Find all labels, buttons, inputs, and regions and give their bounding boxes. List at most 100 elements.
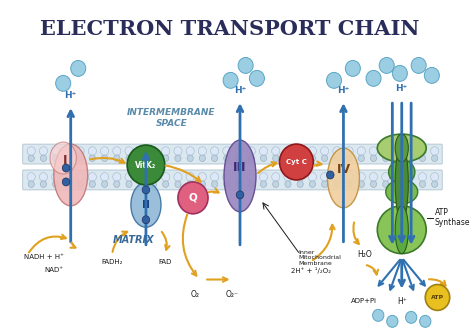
Circle shape — [138, 155, 145, 162]
Circle shape — [272, 173, 280, 181]
Text: ADP+Pi: ADP+Pi — [351, 299, 377, 305]
Circle shape — [419, 147, 427, 155]
Text: H⁺: H⁺ — [64, 91, 77, 100]
Text: H⁺: H⁺ — [397, 297, 407, 306]
Circle shape — [387, 315, 398, 327]
Circle shape — [100, 173, 109, 181]
Text: O₂⁻: O₂⁻ — [226, 290, 239, 299]
Circle shape — [320, 147, 328, 155]
Circle shape — [247, 147, 255, 155]
Circle shape — [113, 173, 121, 181]
Circle shape — [137, 173, 146, 181]
Circle shape — [334, 155, 340, 162]
Ellipse shape — [386, 180, 418, 204]
Circle shape — [224, 155, 230, 162]
Circle shape — [125, 147, 133, 155]
Circle shape — [236, 155, 242, 162]
Circle shape — [406, 311, 417, 323]
Circle shape — [407, 155, 413, 162]
Circle shape — [284, 173, 292, 181]
Circle shape — [211, 181, 218, 187]
Circle shape — [62, 178, 70, 186]
Ellipse shape — [389, 160, 415, 184]
Circle shape — [321, 155, 328, 162]
Circle shape — [187, 155, 193, 162]
Text: NADH + H⁺: NADH + H⁺ — [24, 254, 64, 260]
Circle shape — [224, 181, 230, 187]
Circle shape — [198, 173, 207, 181]
FancyBboxPatch shape — [23, 170, 442, 190]
Circle shape — [383, 181, 389, 187]
Circle shape — [210, 147, 219, 155]
Circle shape — [379, 58, 394, 73]
Circle shape — [71, 61, 86, 76]
Circle shape — [259, 147, 267, 155]
Ellipse shape — [54, 144, 88, 206]
Circle shape — [321, 181, 328, 187]
Circle shape — [40, 155, 46, 162]
Text: H⁺: H⁺ — [396, 84, 408, 93]
Circle shape — [150, 181, 156, 187]
Circle shape — [178, 182, 208, 214]
Circle shape — [142, 216, 150, 224]
Circle shape — [64, 173, 72, 181]
Circle shape — [382, 173, 390, 181]
Circle shape — [419, 181, 426, 187]
Circle shape — [89, 155, 95, 162]
Circle shape — [431, 181, 438, 187]
Text: IV: IV — [337, 164, 350, 176]
Circle shape — [28, 155, 34, 162]
Text: MATRIX: MATRIX — [113, 235, 155, 245]
Text: ATP
Synthase: ATP Synthase — [435, 208, 470, 227]
Circle shape — [310, 155, 316, 162]
Circle shape — [64, 147, 72, 155]
Circle shape — [199, 181, 206, 187]
Text: III: III — [233, 162, 247, 174]
Circle shape — [163, 181, 169, 187]
Circle shape — [419, 155, 426, 162]
Circle shape — [273, 181, 279, 187]
Text: VitK₂: VitK₂ — [136, 161, 156, 169]
Circle shape — [247, 173, 255, 181]
Circle shape — [345, 147, 353, 155]
Circle shape — [419, 315, 431, 327]
Circle shape — [163, 155, 169, 162]
Circle shape — [235, 173, 243, 181]
Circle shape — [113, 147, 121, 155]
Circle shape — [100, 147, 109, 155]
Text: H₂O: H₂O — [357, 250, 372, 259]
Circle shape — [65, 155, 71, 162]
Circle shape — [186, 173, 194, 181]
Circle shape — [76, 147, 84, 155]
Circle shape — [27, 147, 35, 155]
Circle shape — [53, 181, 59, 187]
Circle shape — [346, 181, 352, 187]
Text: I: I — [63, 154, 67, 166]
Circle shape — [162, 173, 170, 181]
Circle shape — [223, 72, 238, 88]
Text: INTERMEMBRANE
SPACE: INTERMEMBRANE SPACE — [127, 109, 216, 128]
Circle shape — [127, 145, 165, 185]
Circle shape — [327, 171, 334, 179]
Circle shape — [430, 173, 439, 181]
Circle shape — [373, 309, 384, 321]
Circle shape — [431, 155, 438, 162]
Circle shape — [101, 181, 108, 187]
Circle shape — [28, 181, 34, 187]
Circle shape — [358, 181, 365, 187]
Circle shape — [89, 181, 95, 187]
Circle shape — [394, 173, 402, 181]
Circle shape — [406, 173, 414, 181]
Ellipse shape — [395, 206, 408, 254]
Circle shape — [175, 155, 181, 162]
Circle shape — [260, 155, 266, 162]
Text: ATP: ATP — [431, 295, 444, 300]
Circle shape — [88, 173, 96, 181]
Circle shape — [77, 155, 83, 162]
Circle shape — [174, 173, 182, 181]
Circle shape — [371, 181, 377, 187]
Circle shape — [138, 181, 145, 187]
Circle shape — [411, 58, 426, 73]
Circle shape — [260, 181, 266, 187]
Text: 2H⁺ + ¹∕₂O₂: 2H⁺ + ¹∕₂O₂ — [291, 266, 330, 273]
